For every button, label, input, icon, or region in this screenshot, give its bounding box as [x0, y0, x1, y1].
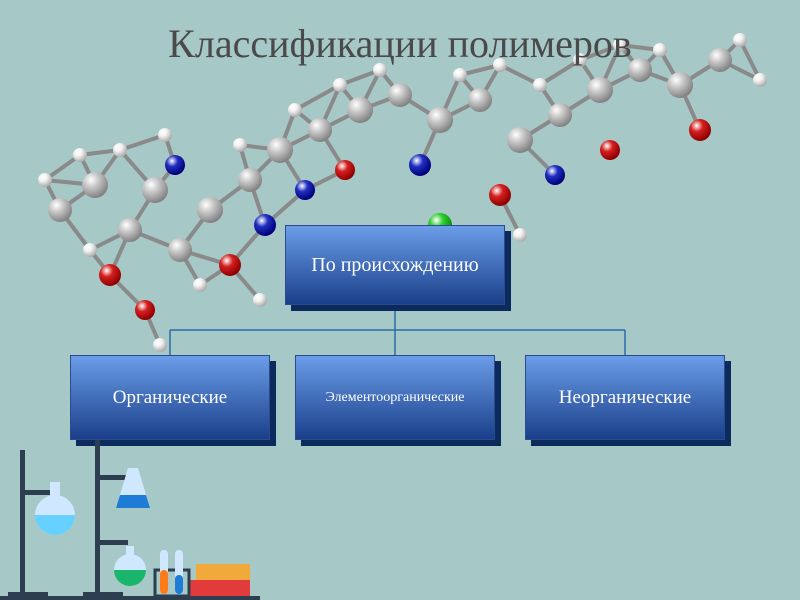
lab-equipment-decor: [0, 420, 260, 600]
diagram-box-child-2: Неорганические: [525, 355, 725, 440]
diagram-box-root: По происхождению: [285, 225, 505, 305]
diagram-box-label: Неорганические: [559, 386, 691, 410]
diagram-box-child-1: Элементоорганические: [295, 355, 495, 440]
page-title-text: Классификации полимеров: [168, 21, 632, 66]
diagram-box-label: По происхождению: [311, 253, 478, 278]
page-title: Классификации полимеров: [0, 20, 800, 67]
diagram-box-label: Элементоорганические: [325, 389, 464, 407]
diagram-box-label: Органические: [113, 386, 228, 410]
